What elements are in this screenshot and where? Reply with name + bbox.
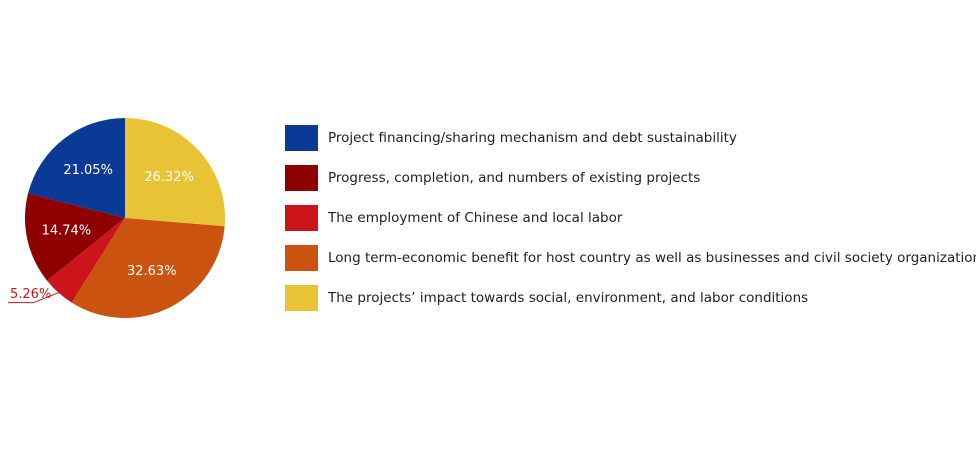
legend-label: The employment of Chinese and local labo…	[327, 210, 623, 226]
data-label: 14.74%	[42, 223, 92, 238]
pie-slice	[71, 218, 225, 318]
legend-label: Project financing/sharing mechanism and …	[328, 130, 737, 146]
legend-label: Long term-economic benefit for host coun…	[328, 250, 976, 266]
data-label: 32.63%	[127, 264, 177, 279]
leader-line	[8, 292, 59, 304]
legend-swatch	[285, 165, 318, 191]
pie-slice	[24, 193, 125, 281]
legend-swatch	[285, 205, 318, 231]
legend-swatch	[285, 285, 318, 311]
legend-swatch	[285, 125, 318, 151]
pie-slice	[125, 118, 225, 227]
pie-slice	[28, 118, 125, 218]
data-label: 26.32%	[144, 170, 194, 185]
data-label: 5.26%	[10, 287, 51, 302]
legend-swatch	[285, 245, 318, 271]
legend-label: The projects’ impact towards social, env…	[327, 290, 808, 306]
pie-slice	[47, 218, 125, 303]
legend-label: Progress, completion, and numbers of exi…	[328, 170, 700, 186]
data-label: 21.05%	[63, 163, 113, 178]
